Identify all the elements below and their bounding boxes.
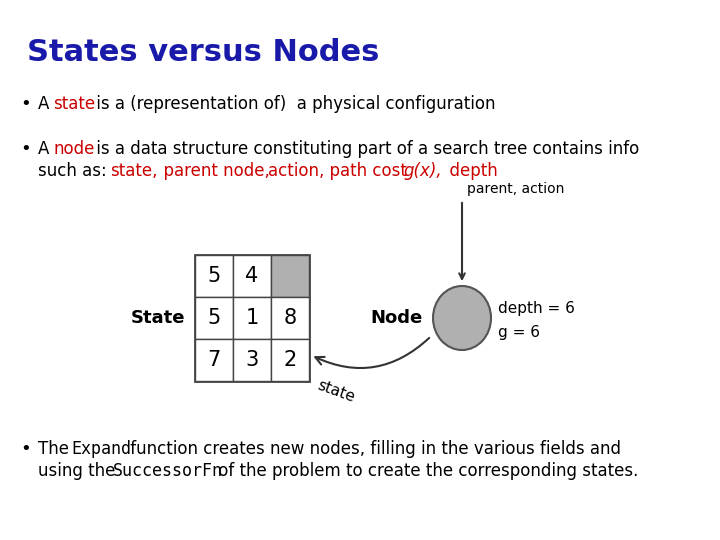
Text: The: The xyxy=(38,440,74,458)
Text: 8: 8 xyxy=(284,308,297,328)
FancyArrowPatch shape xyxy=(315,338,429,368)
Bar xyxy=(233,255,271,297)
Bar xyxy=(195,255,309,381)
Text: A: A xyxy=(38,140,55,158)
Text: node: node xyxy=(53,140,94,158)
Bar xyxy=(271,339,309,381)
Text: State: State xyxy=(131,309,186,327)
Text: 7: 7 xyxy=(207,350,220,370)
Text: depth: depth xyxy=(438,162,498,180)
Text: Node: Node xyxy=(370,309,422,327)
Text: •: • xyxy=(20,440,31,458)
Text: •: • xyxy=(20,95,31,113)
Text: 1: 1 xyxy=(246,308,258,328)
Text: depth = 6: depth = 6 xyxy=(498,300,575,315)
Text: is a data structure constituting part of a search tree contains info: is a data structure constituting part of… xyxy=(91,140,639,158)
Text: 3: 3 xyxy=(246,350,258,370)
Text: SuccessorFn: SuccessorFn xyxy=(113,462,223,480)
Text: state,: state, xyxy=(110,162,158,180)
Text: g(x),: g(x), xyxy=(404,162,442,180)
Text: of the problem to create the corresponding states.: of the problem to create the correspondi… xyxy=(212,462,638,480)
Bar xyxy=(195,255,233,297)
Text: Expand: Expand xyxy=(71,440,131,458)
Bar xyxy=(233,297,271,339)
Text: 4: 4 xyxy=(246,266,258,286)
Circle shape xyxy=(433,286,491,350)
Bar xyxy=(233,339,271,381)
Text: path cost: path cost xyxy=(320,162,413,180)
Text: using the: using the xyxy=(38,462,121,480)
Bar xyxy=(195,297,233,339)
Text: A: A xyxy=(38,95,55,113)
Text: 2: 2 xyxy=(283,350,297,370)
Bar xyxy=(271,255,309,297)
Text: parent node,: parent node, xyxy=(153,162,280,180)
Text: function creates new nodes, filling in the various fields and: function creates new nodes, filling in t… xyxy=(125,440,621,458)
Text: 5: 5 xyxy=(207,308,220,328)
Text: state: state xyxy=(315,378,357,406)
Text: •: • xyxy=(20,140,31,158)
Text: 5: 5 xyxy=(207,266,220,286)
Text: state: state xyxy=(53,95,95,113)
Bar xyxy=(195,339,233,381)
Bar xyxy=(271,297,309,339)
Text: parent, action: parent, action xyxy=(467,182,564,196)
Text: g = 6: g = 6 xyxy=(498,325,540,340)
Text: action,: action, xyxy=(269,162,325,180)
Text: is a (representation of)  a physical configuration: is a (representation of) a physical conf… xyxy=(91,95,496,113)
Text: States versus Nodes: States versus Nodes xyxy=(27,38,379,67)
Text: such as:: such as: xyxy=(38,162,117,180)
